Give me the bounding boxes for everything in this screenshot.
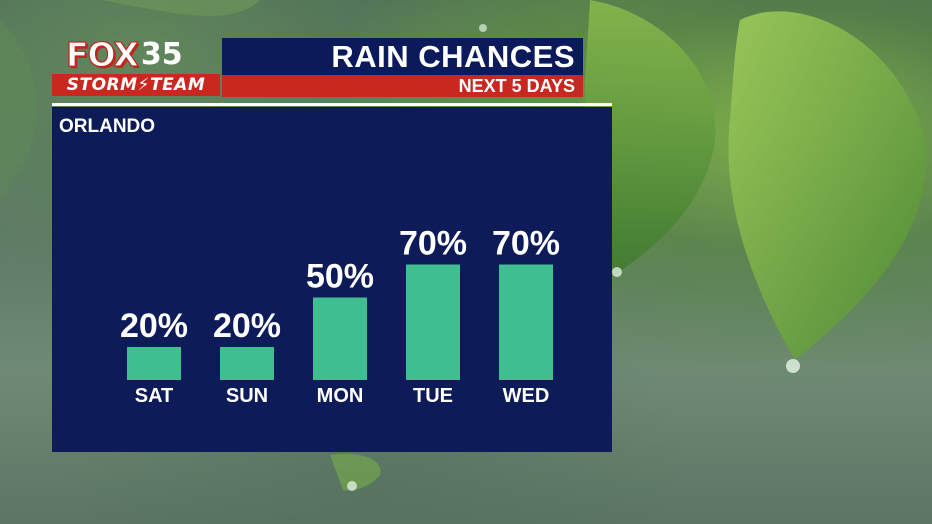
water-drop [347, 481, 357, 491]
category-label-mon: MON [317, 385, 364, 407]
water-drop [479, 24, 487, 32]
bar-tue [406, 264, 460, 380]
leaf-shape [330, 453, 381, 491]
logo-storm-team-text: STORM⚡TEAM [66, 75, 206, 95]
divider [52, 103, 612, 106]
subtitle-bar: NEXT 5 DAYS [222, 75, 583, 97]
category-label-sun: SUN [226, 385, 268, 407]
leaf-shape [100, 0, 260, 16]
category-label-wed: WED [503, 385, 550, 407]
title-bar: RAIN CHANCES [222, 38, 583, 75]
value-label-sun: 20% [213, 307, 281, 345]
bar-sun [220, 347, 274, 380]
leaf-shape [728, 11, 927, 361]
rain-chance-bar-chart: 20% SAT 20% SUN 50% MON 70% TUE 70% WED [120, 225, 560, 408]
bar-wed [499, 264, 553, 380]
page-title: RAIN CHANCES [331, 39, 575, 74]
bar-mon [313, 297, 367, 380]
category-label-tue: TUE [413, 385, 453, 407]
value-label-tue: 70% [399, 225, 467, 263]
value-label-wed: 70% [492, 225, 560, 263]
bar-sat [127, 347, 181, 380]
leaf-shape [0, 20, 38, 200]
page-subtitle: NEXT 5 DAYS [458, 76, 575, 96]
category-label-sat: SAT [135, 385, 174, 407]
value-label-mon: 50% [306, 258, 374, 296]
location-label: ORLANDO [59, 116, 156, 137]
water-drop [786, 359, 800, 373]
logo-number-text: 35 [140, 37, 183, 72]
logo-fox-text: FOX [65, 35, 139, 74]
chart-panel: ORLANDO 20% SAT 20% SUN 50% MON 70% TUE 70% WED [52, 107, 612, 452]
value-label-sat: 20% [120, 307, 188, 345]
fox35-storm-team-logo: FOX 35 STORM⚡TEAM [52, 35, 222, 96]
water-drop [612, 267, 622, 277]
